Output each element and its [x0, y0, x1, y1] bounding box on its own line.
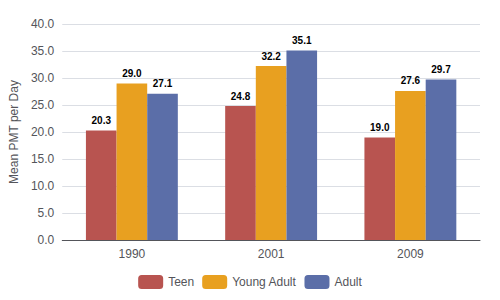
- svg-text:35.0: 35.0: [31, 44, 55, 58]
- svg-text:29.7: 29.7: [431, 64, 451, 75]
- svg-text:19.0: 19.0: [370, 122, 390, 133]
- svg-text:29.0: 29.0: [122, 68, 142, 79]
- svg-text:1990: 1990: [119, 247, 146, 261]
- svg-text:27.1: 27.1: [153, 78, 173, 89]
- svg-text:40.0: 40.0: [31, 17, 55, 31]
- svg-text:2001: 2001: [258, 247, 285, 261]
- svg-text:30.0: 30.0: [31, 71, 55, 85]
- svg-text:15.0: 15.0: [31, 152, 55, 166]
- svg-text:0.0: 0.0: [38, 233, 55, 247]
- svg-text:24.8: 24.8: [231, 91, 251, 102]
- svg-text:Mean PMT per Day: Mean PMT per Day: [7, 80, 21, 184]
- svg-text:Adult: Adult: [334, 275, 362, 289]
- svg-text:10.0: 10.0: [31, 179, 55, 193]
- svg-text:20.3: 20.3: [92, 115, 112, 126]
- svg-text:35.1: 35.1: [292, 35, 312, 46]
- svg-text:25.0: 25.0: [31, 98, 55, 112]
- svg-text:27.6: 27.6: [401, 75, 421, 86]
- svg-text:Young Adult: Young Adult: [232, 275, 296, 289]
- svg-text:5.0: 5.0: [38, 206, 55, 220]
- svg-text:2009: 2009: [397, 247, 424, 261]
- svg-text:20.0: 20.0: [31, 125, 55, 139]
- svg-text:32.2: 32.2: [261, 51, 281, 62]
- svg-text:Teen: Teen: [168, 275, 194, 289]
